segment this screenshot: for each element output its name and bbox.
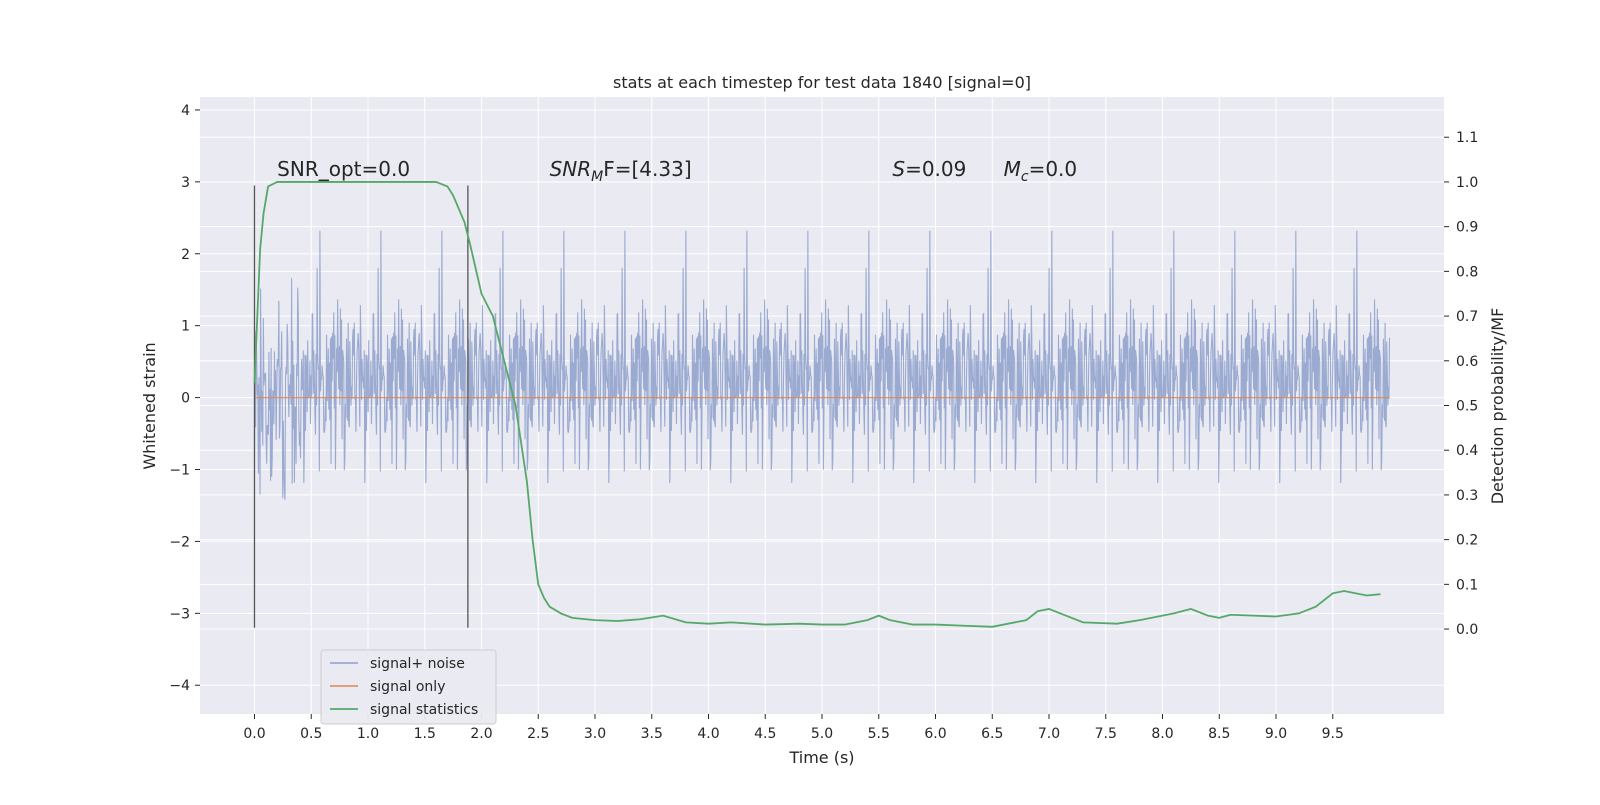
x-tick-label: 0.5	[300, 726, 322, 742]
x-tick-label: 2.5	[527, 726, 549, 742]
x-tick-label: 1.0	[357, 726, 379, 742]
y-tick-label: 3	[181, 175, 190, 191]
y2-tick-label: 0.8	[1456, 264, 1478, 280]
y-tick-label: −1	[169, 463, 190, 479]
signal-statistics-series	[253, 181, 1381, 628]
x-tick-label: 7.5	[1095, 726, 1117, 742]
y2-axis-ticks: 0.0 0.1 0.2 0.3 0.4 0.5 0.6 0.7 0.8 0.9 1.0 1.1	[1444, 130, 1478, 638]
y2-tick-label: 1.0	[1456, 175, 1478, 191]
annotation-s-stat: S=0.09	[892, 157, 966, 181]
y2-tick-label: 0.1	[1456, 577, 1478, 593]
y-axis-ticks: −4 −3 −2 −1 0 1 2 3 4	[169, 103, 200, 694]
grid-lines	[200, 97, 1444, 714]
y2-tick-label: 0.2	[1456, 533, 1478, 549]
legend-label-signal: signal only	[370, 679, 445, 695]
y2-tick-label: 1.1	[1456, 130, 1478, 146]
annotation-snr-mf: SNRMF=[4.33]	[550, 157, 692, 185]
x-tick-label: 8.5	[1208, 726, 1230, 742]
y2-axis-title: Detection probability/MF	[1488, 308, 1507, 505]
y-tick-label: −2	[169, 534, 190, 550]
x-tick-label: 9.5	[1322, 726, 1344, 742]
y2-tick-label: 0.5	[1456, 399, 1478, 415]
x-tick-label: 0.0	[243, 726, 265, 742]
x-tick-label: 3.5	[641, 726, 663, 742]
legend-label-noise: signal+ noise	[370, 656, 465, 672]
y2-tick-label: 0.3	[1456, 488, 1478, 504]
y-tick-label: 0	[181, 391, 190, 407]
x-tick-label: 5.5	[868, 726, 890, 742]
y2-tick-label: 0.7	[1456, 309, 1478, 325]
signal-noise-series	[253, 230, 1391, 500]
annotations: SNR_opt=0.0 SNRMF=[4.33] S=0.09 Mc=0.0	[277, 157, 1077, 185]
x-tick-label: 4.0	[697, 726, 719, 742]
x-tick-label: 4.5	[754, 726, 776, 742]
vertical-markers	[253, 185, 469, 628]
legend-label-statistics: signal statistics	[370, 702, 478, 718]
statistics-line	[253, 181, 1381, 628]
noise-line	[253, 230, 1391, 500]
y-tick-label: −4	[169, 678, 190, 694]
legend: signal+ noise signal only signal statist…	[320, 649, 497, 725]
x-tick-label: 9.0	[1265, 726, 1287, 742]
y2-tick-label: 0.9	[1456, 220, 1478, 236]
y-tick-label: 2	[181, 247, 190, 263]
x-tick-label: 8.0	[1151, 726, 1173, 742]
x-tick-label: 1.5	[414, 726, 436, 742]
legend-box	[320, 649, 497, 725]
x-tick-label: 7.0	[1038, 726, 1060, 742]
y-axis-title: Whitened strain	[140, 342, 159, 469]
x-axis-title: Time (s)	[788, 748, 854, 767]
y-tick-label: −3	[169, 606, 190, 622]
x-tick-label: 6.5	[981, 726, 1003, 742]
y-tick-label: 1	[181, 319, 190, 335]
x-tick-label: 6.0	[924, 726, 946, 742]
annotation-chirp-mass: Mc=0.0	[1004, 157, 1078, 185]
x-tick-label: 3.0	[584, 726, 606, 742]
chart-title: stats at each timestep for test data 184…	[613, 73, 1031, 92]
annotation-snr-opt: SNR_opt=0.0	[277, 157, 410, 181]
y2-tick-label: 0.6	[1456, 354, 1478, 370]
y-tick-label: 4	[181, 103, 190, 119]
x-tick-label: 5.0	[811, 726, 833, 742]
x-tick-label: 2.0	[470, 726, 492, 742]
y2-tick-label: 0.4	[1456, 443, 1478, 459]
x-axis-ticks: 0.0 0.5 1.0 1.5 2.0 2.5 3.0 3.5 4.0 4.5 5.0 5.5 6.0 6…	[243, 714, 1344, 742]
y2-tick-label: 0.0	[1456, 622, 1478, 638]
